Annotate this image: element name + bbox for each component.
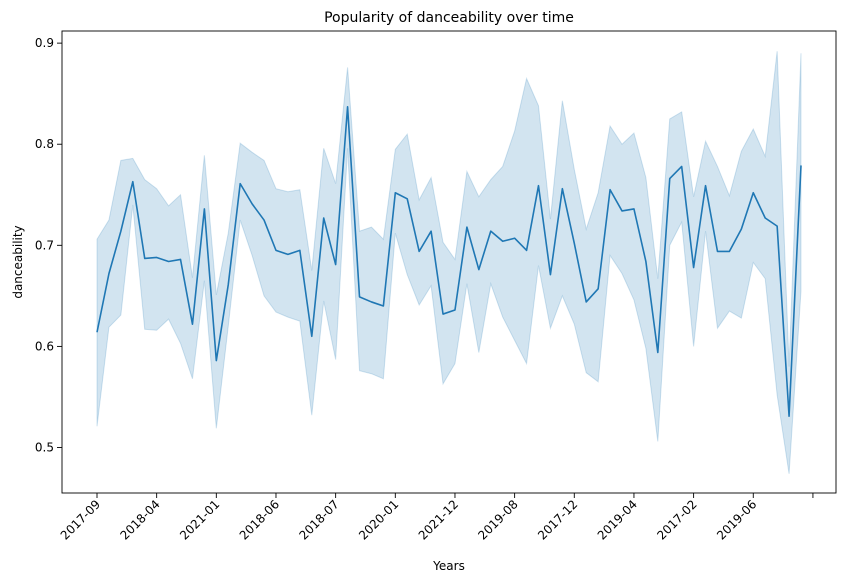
data-point [465,226,468,229]
data-point [489,230,492,233]
data-point [525,249,528,252]
data-point [788,415,791,418]
y-axis: 0.5 0.6 0.7 0.8 0.9 [35,36,62,455]
data-point [382,304,385,307]
data-point [704,184,707,187]
data-point [203,207,206,210]
data-point [274,249,277,252]
plot-area [96,51,803,474]
y-tick-label: 0.5 [35,441,54,455]
data-point [286,253,289,256]
data-point [334,263,337,266]
data-point [418,250,421,253]
data-point [394,191,397,194]
data-point [549,273,552,276]
data-point [501,240,504,243]
x-tick-label: 2017-12 [535,497,580,542]
data-point [107,272,110,275]
data-point [573,242,576,245]
data-point [668,177,671,180]
data-point [453,309,456,312]
y-axis-label: danceability [11,225,25,298]
confidence-band [96,51,802,474]
y-tick-label: 0.6 [35,339,54,353]
data-point [752,191,755,194]
data-point [513,237,516,240]
y-tick-label: 0.9 [35,36,54,50]
data-point [191,323,194,326]
data-point [358,295,361,298]
series-line [96,106,802,417]
data-point [716,250,719,253]
data-point [179,258,182,261]
x-tick-label: 2017-02 [654,497,699,542]
data-point [119,230,122,233]
data-point [239,182,242,185]
x-tick-label: 2021-01 [177,497,222,542]
chart-title: Popularity of danceability over time [324,10,574,26]
data-point [561,187,564,190]
data-point [537,184,540,187]
x-tick-label: 2018-06 [237,497,282,542]
data-point [155,256,158,259]
plot-frame [61,30,837,494]
data-point [585,300,588,303]
data-point [477,268,480,271]
data-point [800,164,803,167]
x-axis: 2017-09 2018-04 2021-01 2018-06 2018-07 2020-… [58,493,814,543]
data-point [96,331,99,334]
data-point [131,180,134,183]
x-tick-label: 2020-01 [356,497,401,542]
data-point [621,209,624,212]
data-point [680,165,683,168]
data-point [310,335,313,338]
data-point [442,313,445,316]
data-point [322,217,325,220]
data-point [215,359,218,362]
x-tick-label: 2018-07 [296,497,341,542]
data-point [656,351,659,354]
data-point [251,202,254,205]
data-point [740,228,743,231]
y-tick-label: 0.8 [35,137,54,151]
x-tick-label: 2019-04 [595,497,640,542]
data-point [692,266,695,269]
data-point [430,230,433,233]
data-point [406,197,409,200]
y-tick-label: 0.7 [35,238,54,252]
data-point [298,249,301,252]
data-point [370,300,373,303]
x-tick-label: 2019-08 [475,497,520,542]
data-point [632,207,635,210]
data-point [764,217,767,220]
data-point [263,219,266,222]
data-point [227,283,230,286]
data-point [609,188,612,191]
x-tick-label: 2018-04 [117,497,162,542]
data-point [644,260,647,263]
data-point [776,225,779,228]
x-tick-label: 2019-06 [714,497,759,542]
x-axis-label: Years [432,559,465,573]
data-point [143,257,146,260]
data-point [597,287,600,290]
data-point [346,105,349,108]
data-point [728,250,731,253]
x-tick-label: 2017-09 [58,497,103,542]
data-point [167,260,170,263]
x-tick-label: 2021-12 [416,497,461,542]
